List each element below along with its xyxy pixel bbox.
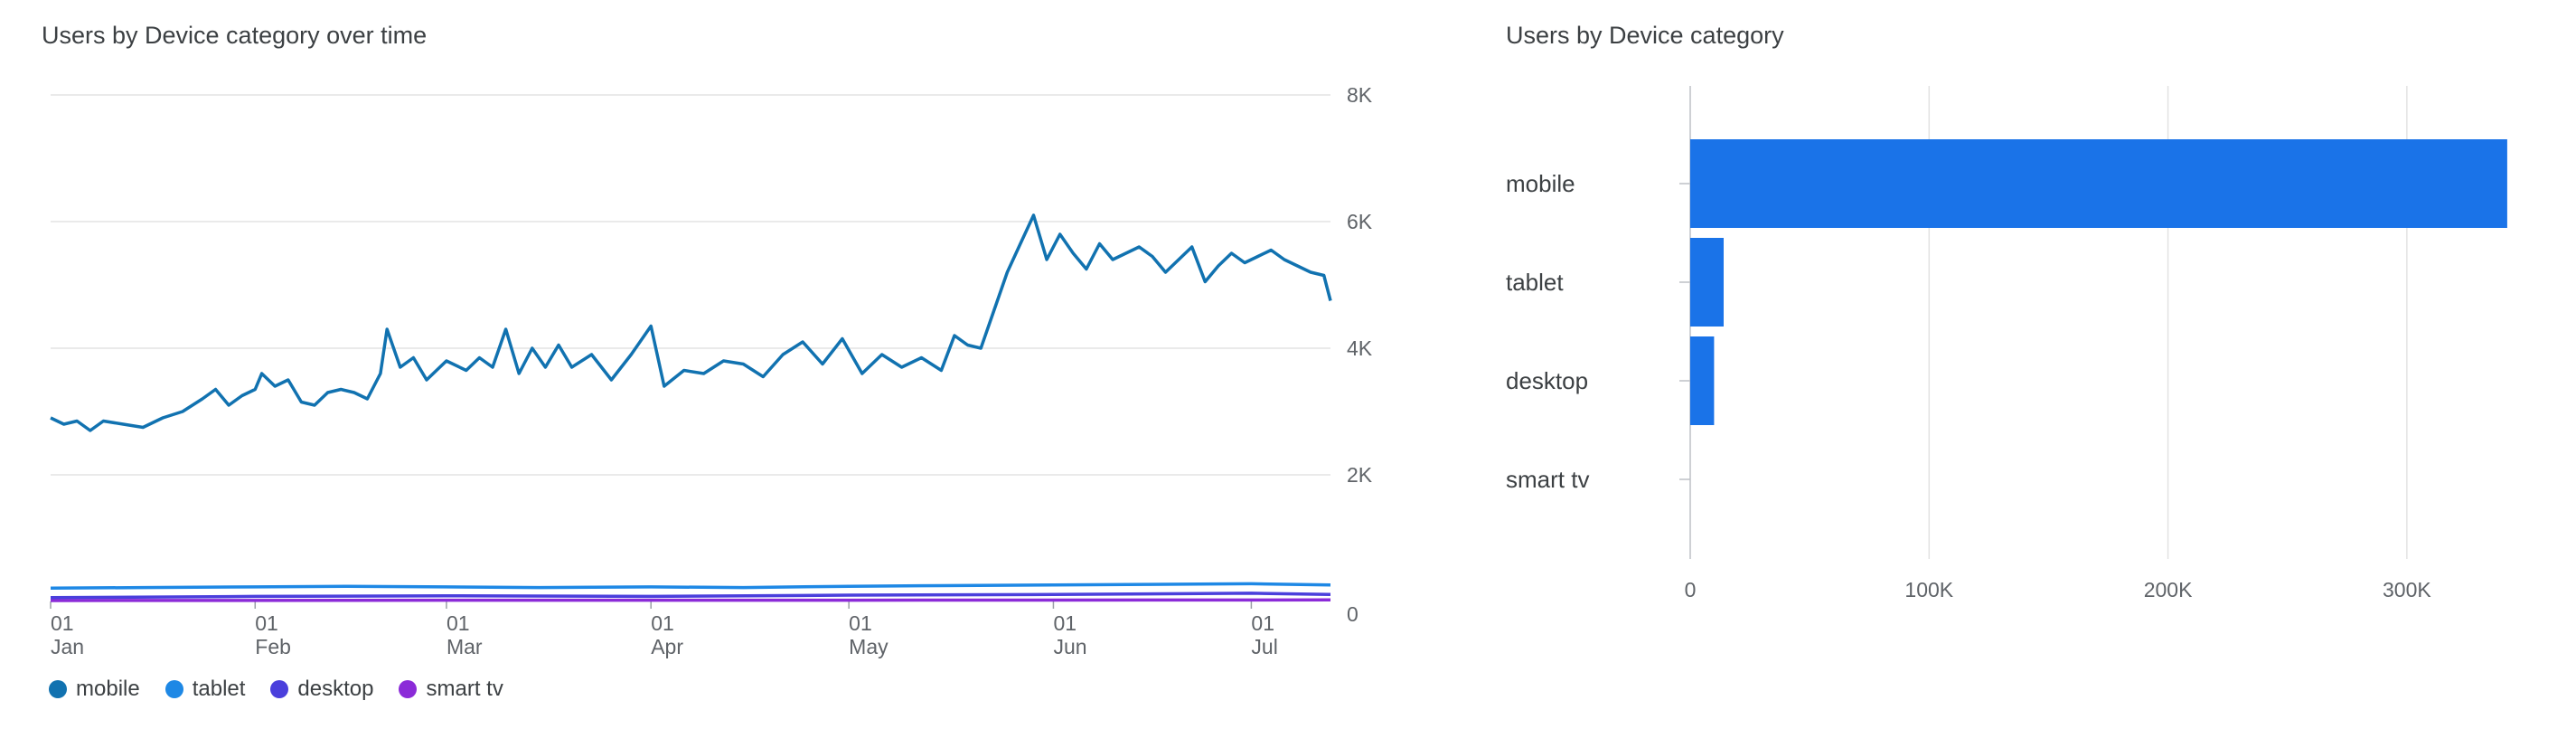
legend-item-tablet[interactable]: tablet <box>165 677 246 702</box>
x-tick-month: Jul <box>1251 635 1277 658</box>
line-chart-title: Users by Device category over time <box>42 22 428 49</box>
line-chart-legend: mobile tablet desktop smart tv <box>49 677 503 702</box>
y-tick-label: 6K <box>1347 210 1373 233</box>
series-line-mobile <box>50 213 1332 432</box>
bar-desktop[interactable] <box>1690 336 1715 425</box>
bar-mobile[interactable] <box>1690 139 2507 228</box>
legend-swatch <box>165 680 183 698</box>
x-tick-day: 01 <box>651 611 674 635</box>
legend-item-mobile[interactable]: mobile <box>49 677 140 702</box>
y-tick-label: 0 <box>1347 602 1359 626</box>
x-tick-month: Feb <box>255 635 291 658</box>
legend-item-smart-tv[interactable]: smart tv <box>399 677 503 702</box>
x-tick-label: 100K <box>1904 578 1953 601</box>
line-chart: 02K4K6K8K01Jan01Feb01Mar01Apr01May01Jun0… <box>50 83 1373 658</box>
category-label: mobile <box>1506 170 1575 197</box>
category-label: tablet <box>1506 269 1564 296</box>
y-tick-label: 8K <box>1347 83 1373 107</box>
x-tick-day: 01 <box>1053 611 1076 635</box>
category-label: smart tv <box>1506 466 1589 493</box>
legend-swatch <box>399 680 418 698</box>
x-tick-month: Jan <box>51 635 84 658</box>
x-tick-day: 01 <box>849 611 872 635</box>
x-tick-month: Apr <box>651 635 683 658</box>
x-tick-label: 300K <box>2383 578 2431 601</box>
legend-swatch <box>270 680 289 698</box>
legend-swatch <box>49 680 67 698</box>
x-tick-label: 0 <box>1685 578 1697 601</box>
series-line-tablet <box>50 582 1331 591</box>
bar-chart-title: Users by Device category <box>1506 22 1784 49</box>
x-tick-day: 01 <box>255 611 278 635</box>
y-tick-label: 4K <box>1347 336 1373 360</box>
y-tick-label: 2K <box>1347 463 1373 487</box>
category-label: desktop <box>1506 367 1588 394</box>
legend-label: smart tv <box>426 677 503 701</box>
x-tick-day: 01 <box>51 611 74 635</box>
series-line-smart-tv <box>50 598 1331 602</box>
legend-label: mobile <box>76 677 140 701</box>
x-tick-day: 01 <box>447 611 470 635</box>
bar-tablet[interactable] <box>1690 238 1724 327</box>
x-tick-label: 200K <box>2144 578 2193 601</box>
x-tick-month: Mar <box>447 635 483 658</box>
bar-chart: 0 100K 200K 300K mobile tablet desktop smart tv <box>1506 86 2507 601</box>
legend-label: tablet <box>192 677 246 701</box>
x-tick-month: Jun <box>1053 635 1086 658</box>
x-tick-month: May <box>849 635 888 658</box>
x-tick-day: 01 <box>1251 611 1274 635</box>
legend-label: desktop <box>297 677 374 701</box>
series-line-desktop <box>50 592 1331 600</box>
legend-item-desktop[interactable]: desktop <box>270 677 373 702</box>
